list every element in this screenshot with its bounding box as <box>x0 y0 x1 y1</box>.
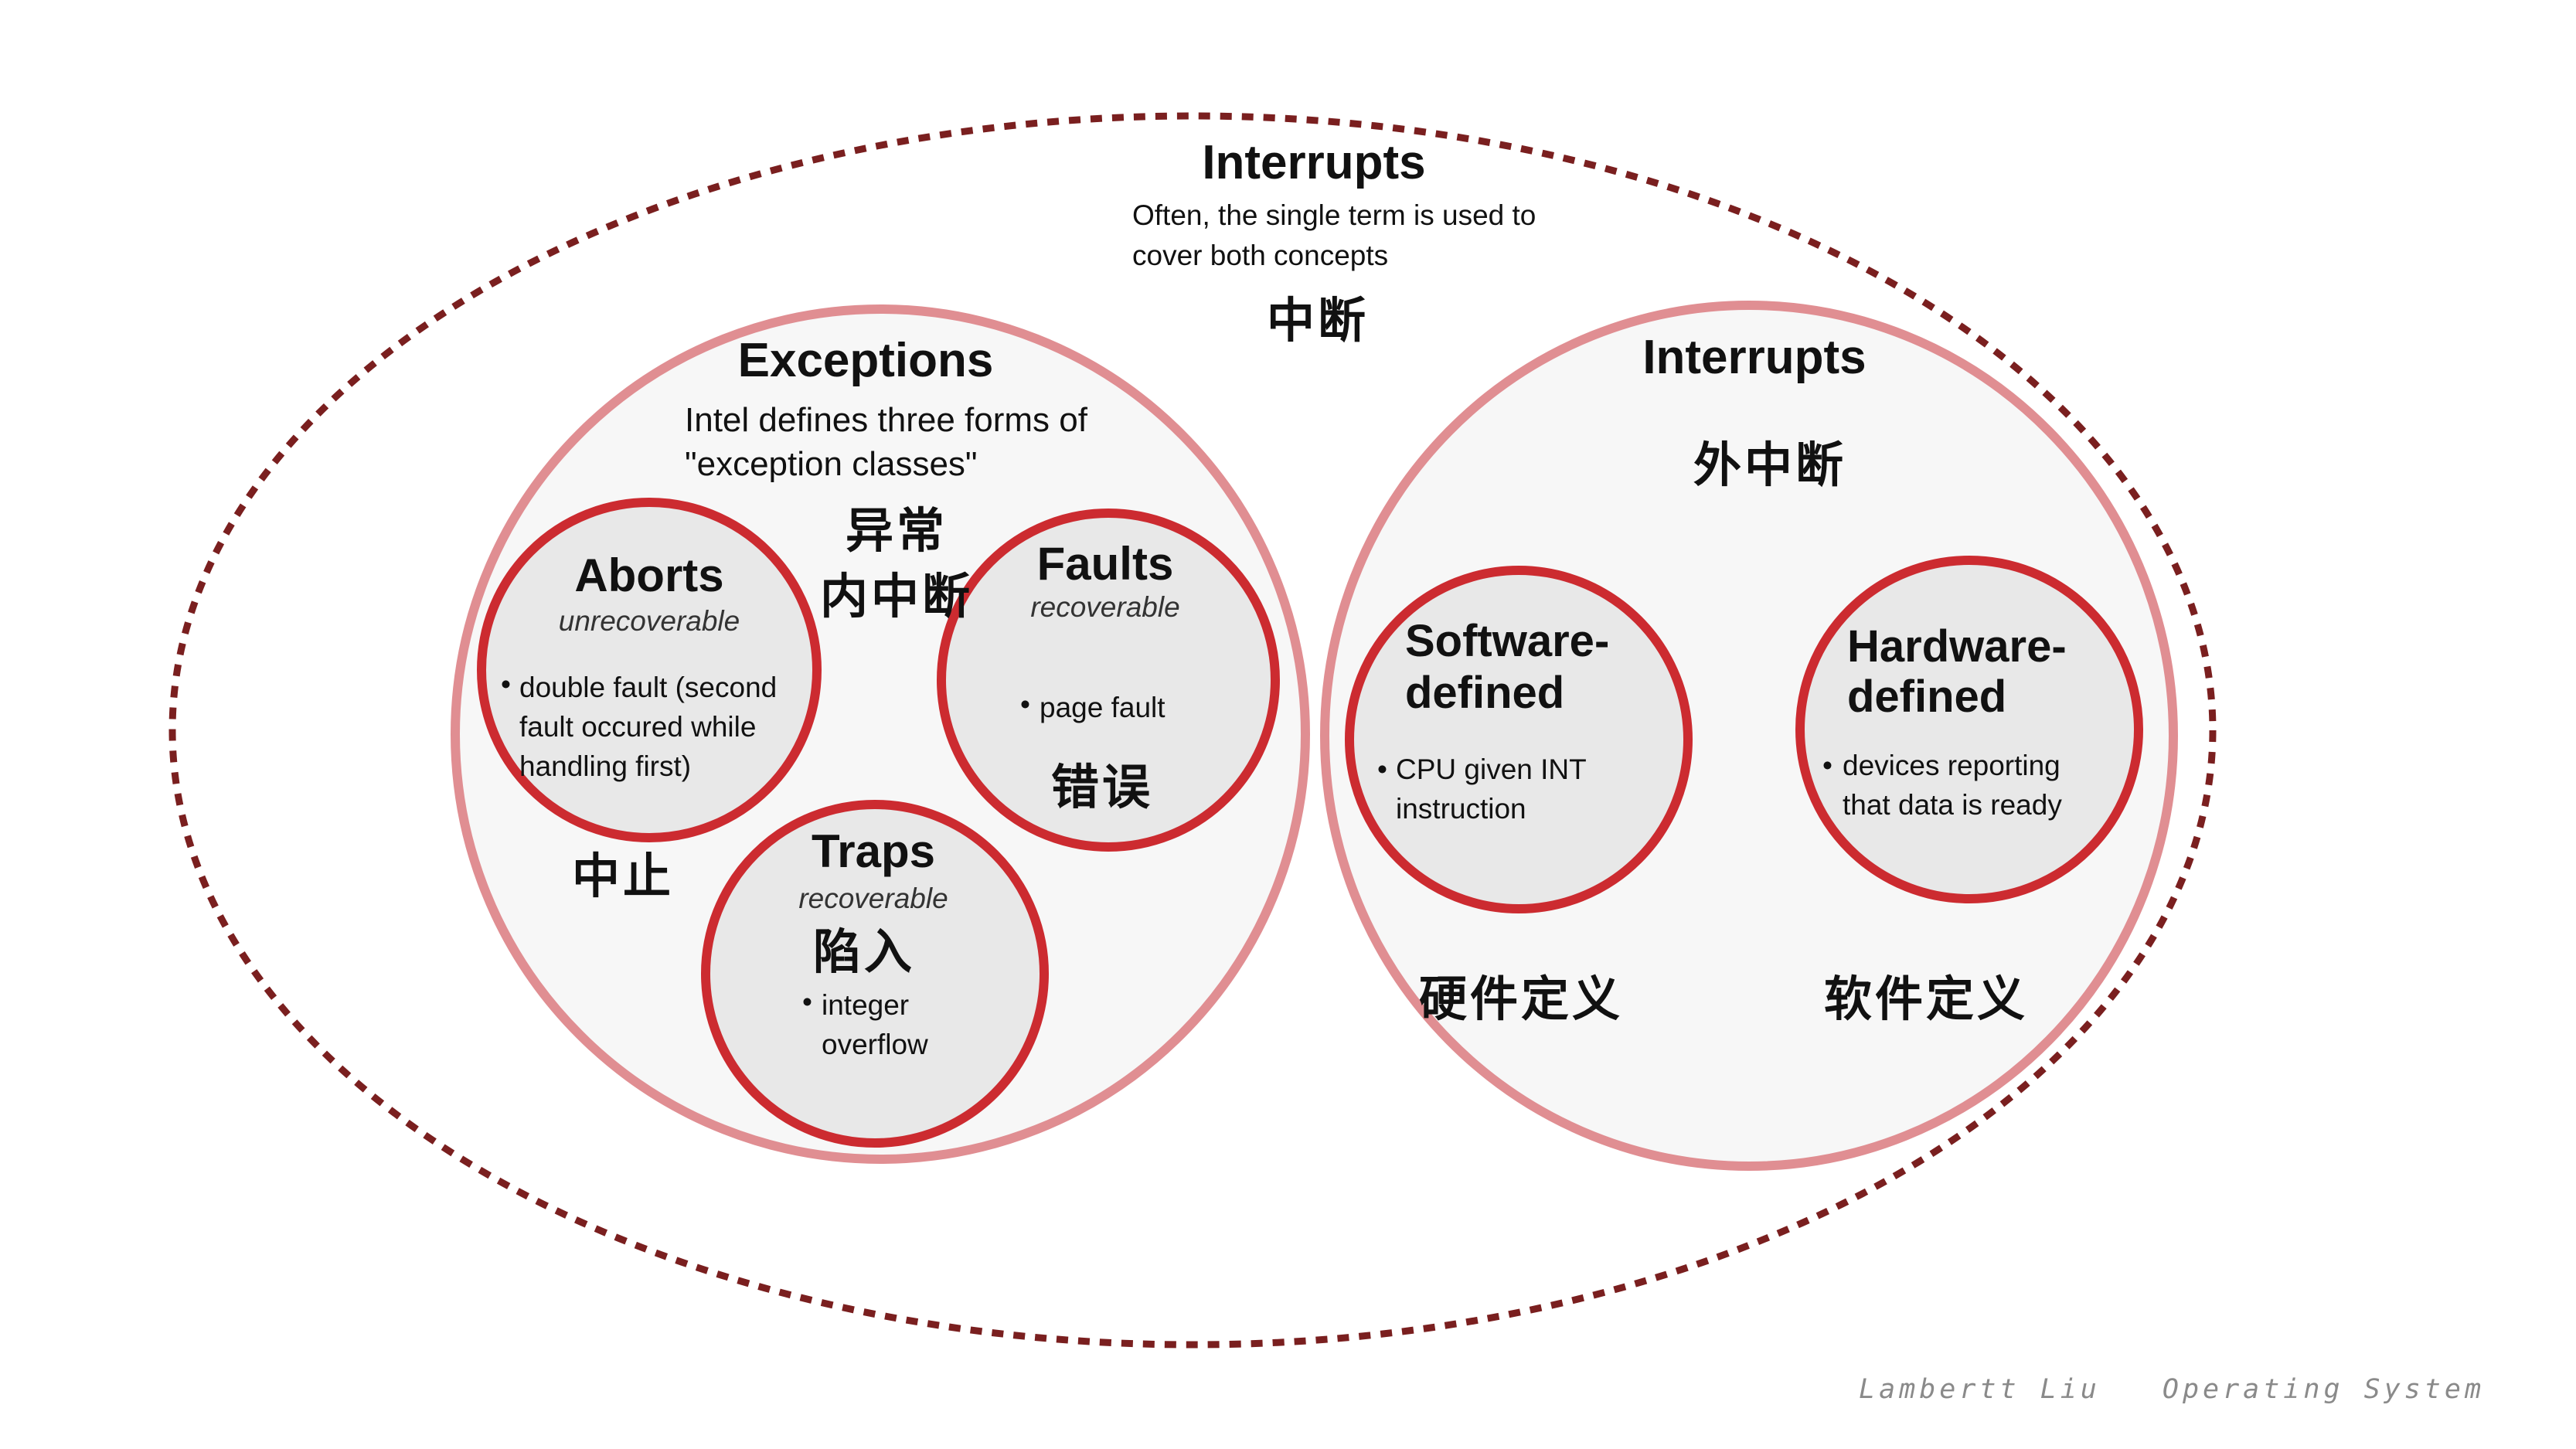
hardware-defined-circle <box>1795 556 2143 903</box>
software-defined-chinese: 硬件定义 <box>1419 971 1624 1027</box>
hardware-defined-title-2: defined <box>1847 672 2007 722</box>
faults-subtitle: recoverable <box>1030 591 1180 623</box>
footer-author: Lambertt Liu <box>1859 1374 2101 1405</box>
exceptions-description: Intel defines three forms of "exception … <box>685 401 1087 484</box>
interrupts-circle <box>1320 301 2178 1171</box>
hardware-defined-chinese: 软件定义 <box>1824 971 2029 1027</box>
software-defined-circle <box>1345 566 1693 913</box>
exceptions-title: Exceptions <box>737 334 994 387</box>
traps-bullet-dot: • <box>802 986 812 1018</box>
aborts-subtitle: unrecoverable <box>558 605 740 637</box>
traps-title: Traps <box>811 825 936 877</box>
inner-interrupts-chinese: 外中断 <box>1693 437 1846 493</box>
traps-bullet: integer overflow <box>822 989 928 1061</box>
traps-subtitle: recoverable <box>798 883 948 914</box>
aborts-bullet-dot: • <box>501 668 511 700</box>
hardware-defined-bullet: devices reporting that data is ready <box>1843 750 2062 821</box>
aborts-chinese: 中止 <box>572 848 675 904</box>
outer-interrupts-title: Interrupts <box>1202 136 1426 189</box>
software-defined-title-1: Software- <box>1405 616 1610 666</box>
footer-signature: Lambertt Liu Operating System <box>1859 1374 2485 1405</box>
faults-circle <box>937 509 1280 852</box>
traps-circle <box>701 800 1049 1148</box>
footer-course: Operating System <box>2162 1374 2486 1405</box>
software-defined-title-2: defined <box>1405 668 1565 718</box>
traps-chinese: 陷入 <box>813 923 916 980</box>
software-defined-bullet-dot: • <box>1377 753 1387 785</box>
outer-interrupts-chinese: 中断 <box>1266 292 1369 349</box>
faults-bullet-dot: • <box>1020 689 1030 720</box>
faults-chinese: 错误 <box>1051 759 1154 815</box>
inner-interrupts-title: Interrupts <box>1642 331 1866 384</box>
software-defined-bullet: CPU given INT instruction <box>1396 753 1587 825</box>
aborts-circle <box>477 498 822 842</box>
hardware-defined-bullet-dot: • <box>1822 750 1832 781</box>
aborts-bullet: double fault (second fault occured while… <box>519 672 778 783</box>
faults-bullet: page fault <box>1040 692 1165 723</box>
hardware-defined-title-1: Hardware- <box>1847 621 2067 672</box>
outer-interrupts-description: Often, the single term is used to cover … <box>1132 199 1536 271</box>
faults-title: Faults <box>1036 538 1174 590</box>
exceptions-chinese-2: 内中断 <box>819 568 973 624</box>
aborts-title: Aborts <box>574 549 724 601</box>
exceptions-chinese-1: 异常 <box>845 502 948 559</box>
outer-interrupts-ellipse <box>168 112 2217 1349</box>
